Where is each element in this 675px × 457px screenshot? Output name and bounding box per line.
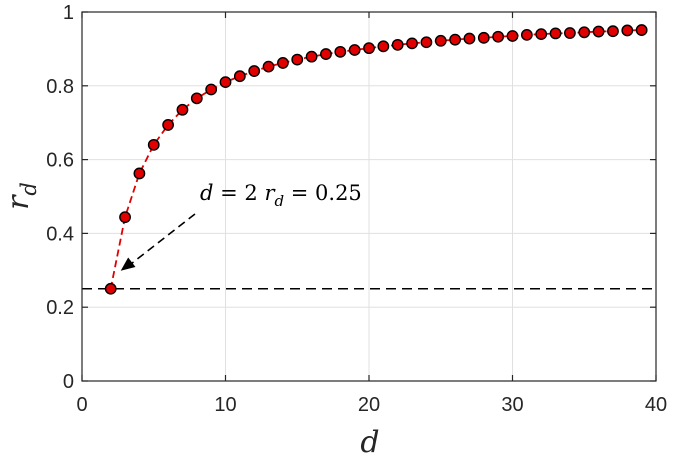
data-point — [119, 211, 131, 224]
y-tick-label: 1 — [63, 2, 74, 24]
data-point — [291, 53, 304, 66]
y-tick-label: 0.2 — [46, 297, 74, 319]
data-point — [434, 34, 447, 47]
axis-ticks — [81, 11, 657, 382]
data-point — [406, 37, 418, 50]
x-tick-label: 0 — [76, 394, 87, 416]
data-point — [176, 103, 189, 116]
x-tick-labels: 0 10 20 30 40 — [76, 394, 667, 416]
x-tick-label: 20 — [358, 394, 380, 416]
data-point — [104, 282, 117, 295]
annotation-arrowhead — [120, 257, 136, 271]
y-tick-label: 0.6 — [46, 150, 74, 172]
data-point — [248, 65, 261, 77]
data-point — [391, 38, 404, 51]
data-point — [578, 26, 591, 39]
data-point — [621, 24, 634, 37]
data-point — [506, 30, 519, 42]
data-point — [219, 76, 232, 89]
y-axis-label: rd — [1, 182, 41, 210]
data-point — [420, 36, 433, 49]
data-point — [162, 119, 175, 131]
x-tick-label: 10 — [214, 394, 236, 416]
data-point — [348, 44, 361, 56]
data-series — [104, 24, 648, 295]
data-point — [205, 83, 218, 96]
annotation: d = 2 rd = 0.25 — [120, 181, 362, 271]
data-point — [262, 60, 275, 73]
data-point — [635, 24, 648, 36]
data-point — [492, 30, 505, 43]
data-point — [477, 31, 490, 44]
data-point — [233, 70, 246, 83]
x-tick-label: 30 — [501, 394, 523, 416]
grid-lines — [82, 12, 656, 381]
data-point — [564, 27, 576, 39]
data-point — [276, 57, 289, 69]
y-tick-label: 0.4 — [46, 223, 74, 245]
data-point — [334, 45, 347, 58]
data-point — [607, 25, 619, 38]
data-point — [449, 33, 461, 46]
data-point — [463, 32, 476, 45]
annotation-label: d = 2 rd = 0.25 — [200, 181, 362, 210]
data-point — [363, 42, 375, 55]
data-point — [320, 48, 332, 60]
y-tick-labels: 0 0.2 0.4 0.6 0.8 1 — [46, 2, 74, 393]
y-tick-label: 0.8 — [46, 76, 74, 98]
annotation-arrow — [128, 213, 196, 267]
data-point — [549, 27, 562, 40]
x-tick-label: 40 — [645, 394, 667, 416]
data-point — [592, 25, 605, 38]
data-point — [190, 92, 203, 105]
x-axis-label: d — [360, 425, 379, 457]
data-point — [147, 138, 160, 151]
y-tick-label: 0 — [63, 371, 74, 393]
data-point — [377, 40, 390, 53]
data-point — [133, 167, 146, 180]
data-point — [305, 50, 318, 63]
data-point — [535, 28, 548, 41]
data-point — [520, 28, 533, 41]
